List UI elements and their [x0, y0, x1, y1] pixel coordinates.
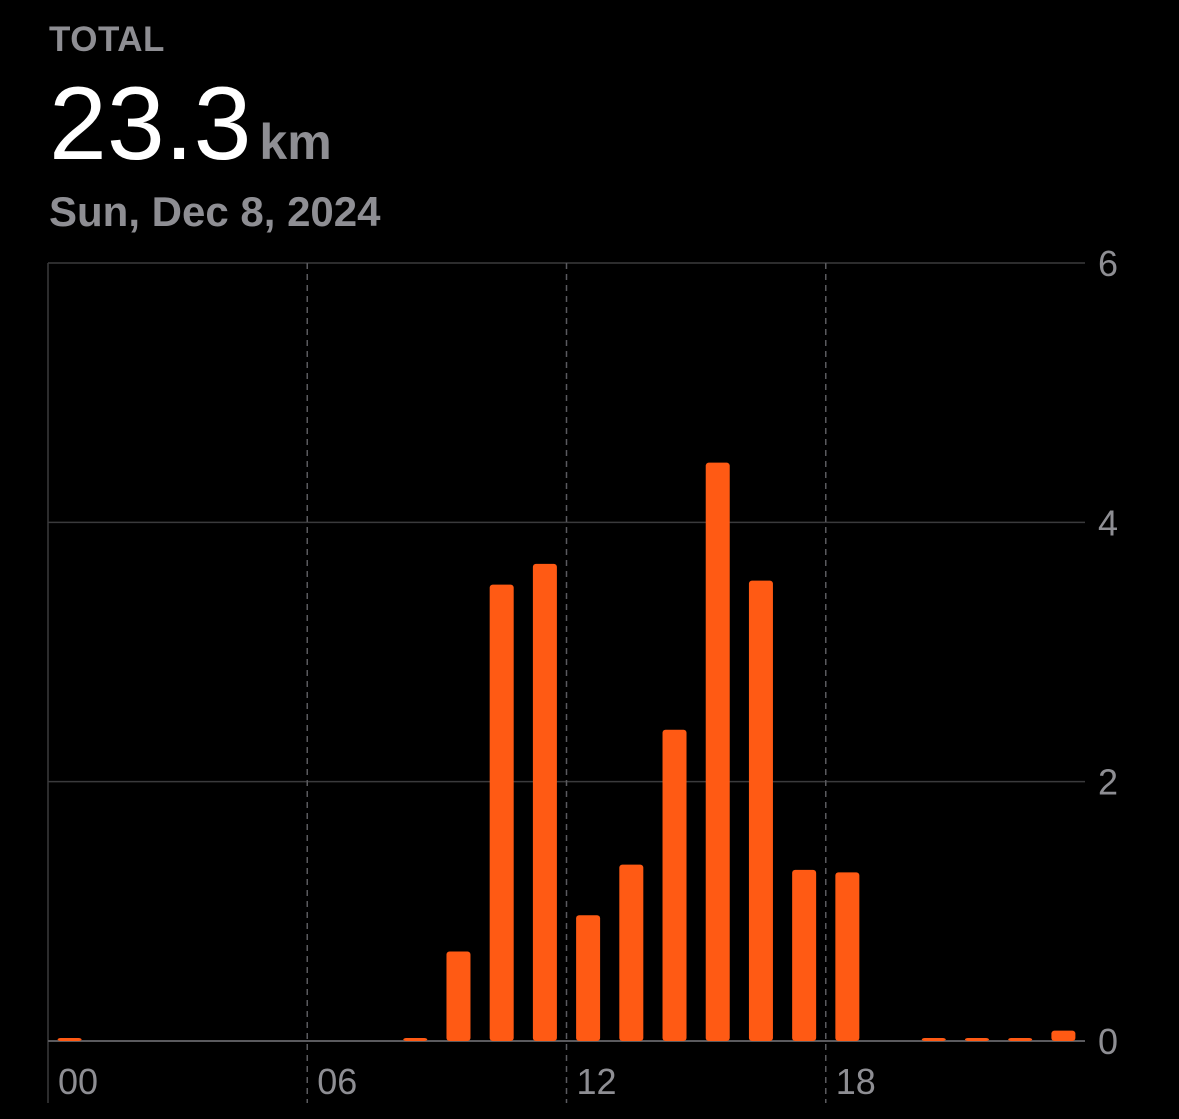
bar	[921, 1038, 946, 1041]
bar	[619, 864, 644, 1041]
bar	[792, 869, 817, 1041]
x-tick-label: 12	[577, 1061, 617, 1102]
bar	[446, 951, 471, 1041]
bar	[403, 1038, 428, 1041]
y-tick-label: 0	[1098, 1021, 1118, 1062]
y-tick-label: 6	[1098, 243, 1118, 284]
bar	[489, 584, 514, 1041]
bar	[576, 915, 601, 1041]
bar	[532, 563, 557, 1041]
bar	[1051, 1030, 1076, 1041]
bar	[662, 729, 687, 1041]
bar	[964, 1038, 989, 1041]
bar	[748, 580, 773, 1041]
date-label: Sun, Dec 8, 2024	[49, 188, 381, 235]
bar	[835, 872, 860, 1041]
x-tick-label: 00	[58, 1061, 98, 1102]
total-value-row: 23.3 km	[49, 72, 332, 176]
total-unit: km	[259, 114, 332, 170]
total-value: 23.3	[49, 66, 252, 182]
bar	[1008, 1038, 1033, 1041]
bar	[57, 1038, 82, 1041]
total-label: TOTAL	[49, 20, 165, 59]
y-tick-label: 4	[1098, 502, 1118, 543]
x-tick-label: 18	[836, 1061, 876, 1102]
bar	[705, 462, 730, 1042]
x-tick-label: 06	[317, 1061, 357, 1102]
y-tick-label: 2	[1098, 762, 1118, 803]
